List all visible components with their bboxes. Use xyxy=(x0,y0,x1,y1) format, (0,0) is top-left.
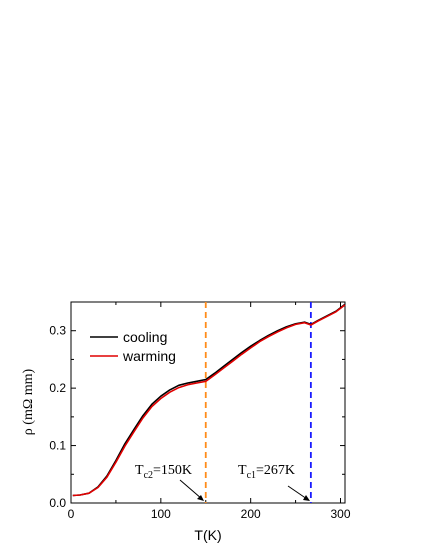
x-tick-label-100: 100 xyxy=(151,507,171,521)
legend-label-warming: warming xyxy=(122,348,176,364)
annotation-tc1-arrow xyxy=(287,485,308,500)
x-tick-label-300: 300 xyxy=(330,507,350,521)
y-tick-label-0.3: 0.3 xyxy=(49,324,66,338)
x-axis-title: T(K) xyxy=(194,527,221,543)
transition-markers xyxy=(204,302,312,503)
y-tick-label-0.0: 0.0 xyxy=(49,496,66,510)
series-line-warming xyxy=(72,304,346,497)
x-tick-label-0: 0 xyxy=(68,507,75,521)
y-tick-label-0.2: 0.2 xyxy=(49,381,66,395)
annotation-tc2: Tc2=150K xyxy=(135,463,204,501)
legend: cooling warming xyxy=(90,329,176,364)
annotation-tc1: Tc1=267K xyxy=(238,463,310,501)
annotation-tc1-label: Tc1=267K xyxy=(238,463,295,481)
y-axis-title: ρ (mΩ mm) xyxy=(21,368,36,435)
annotation-tc2-label: Tc2=150K xyxy=(135,463,192,481)
data-series xyxy=(72,303,346,497)
legend-label-cooling: cooling xyxy=(123,329,167,345)
y-tick-label-0.1: 0.1 xyxy=(49,439,66,453)
x-tick-label-200: 200 xyxy=(241,507,261,521)
plot-area xyxy=(70,301,346,504)
annotation-tc2-arrowhead xyxy=(197,495,204,501)
annotation-tc1-arrowhead xyxy=(303,495,310,501)
plot-frame xyxy=(70,301,346,504)
annotation-tc2-arrow xyxy=(179,479,203,500)
axis-ticks: 0 100 200 300 0.0 0.1 0.2 0.3 xyxy=(49,302,351,521)
